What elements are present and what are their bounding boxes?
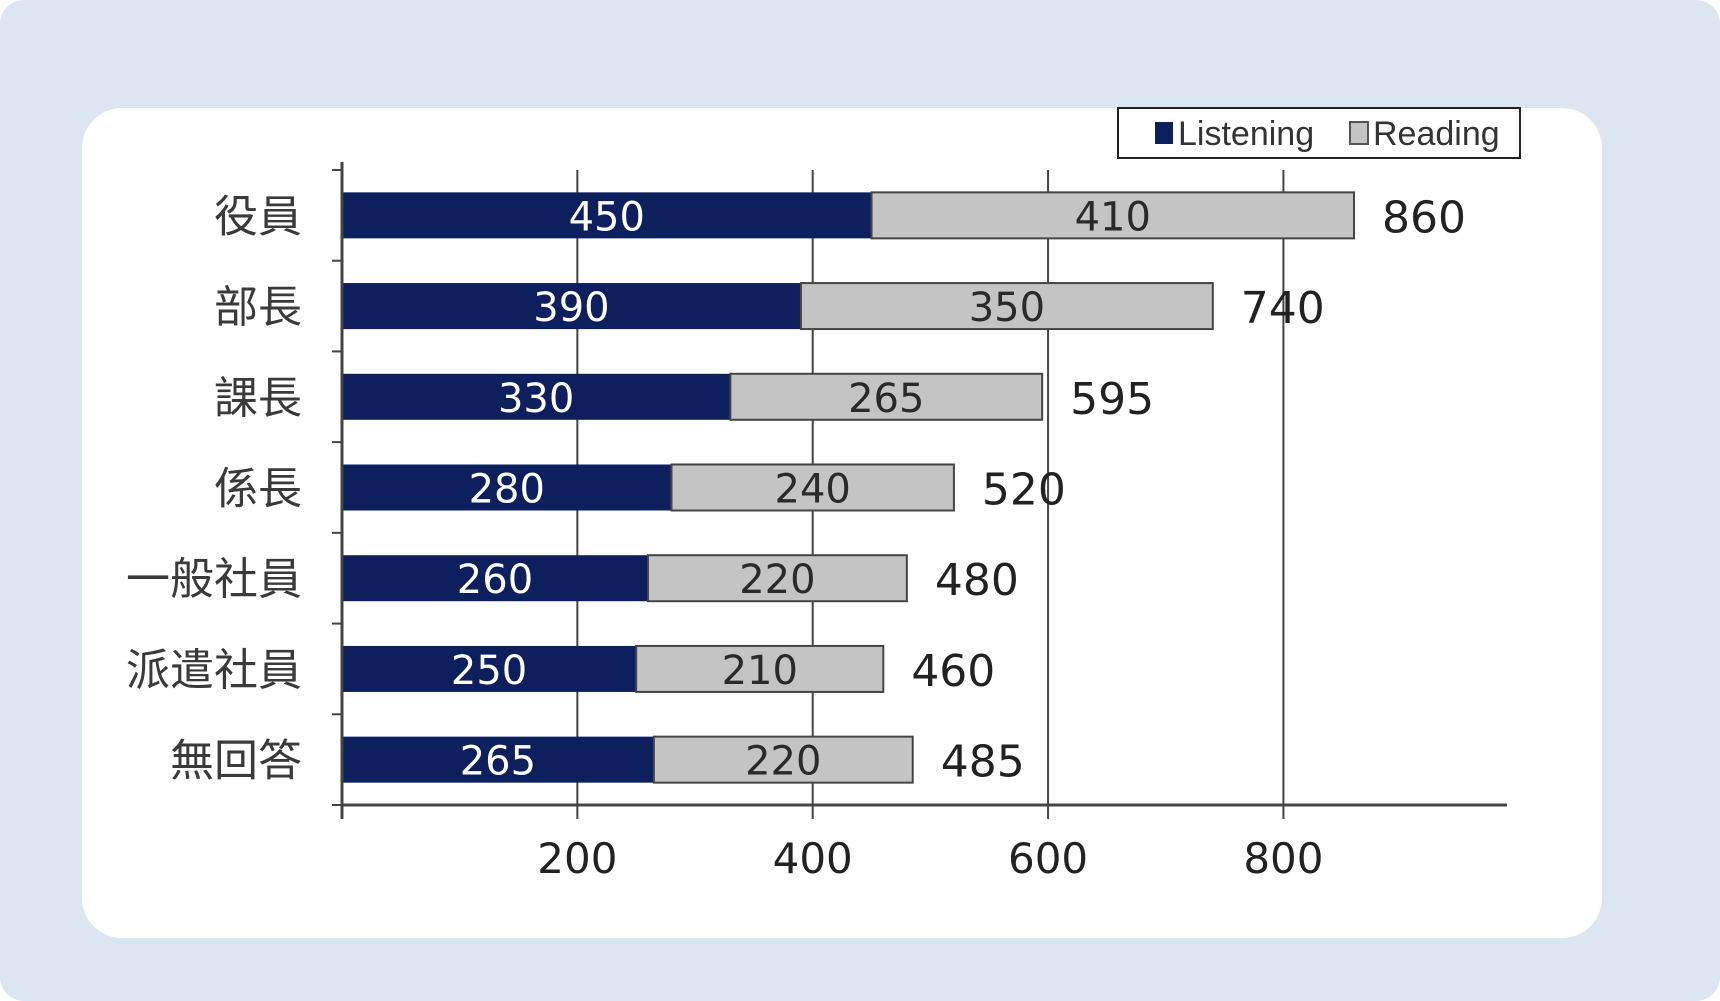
total-label: 595 bbox=[1070, 374, 1154, 425]
total-label: 520 bbox=[982, 465, 1066, 516]
bars bbox=[342, 191, 1356, 784]
bar-reading bbox=[635, 644, 885, 693]
data-label-reading: 350 bbox=[969, 285, 1045, 331]
bar-reading bbox=[646, 554, 908, 603]
data-label-reading: 240 bbox=[775, 467, 851, 513]
legend-label-reading: Reading bbox=[1373, 115, 1500, 153]
bar-listening bbox=[342, 283, 801, 330]
legend: Listening Reading bbox=[1117, 107, 1521, 159]
category-label: 係長 bbox=[214, 464, 302, 515]
data-label-reading: 265 bbox=[848, 376, 924, 422]
legend-box bbox=[1117, 107, 1521, 159]
x-tick-label: 400 bbox=[773, 834, 853, 883]
category-label: 課長 bbox=[214, 373, 302, 424]
x-tick-label: 200 bbox=[537, 834, 617, 883]
labels: 200 400 600 800 450 410 860 役員 390 350 740 部長 330 265… bbox=[126, 191, 1466, 883]
category-label: 無回答 bbox=[170, 736, 302, 787]
bar-reading bbox=[670, 463, 955, 512]
data-label-listening: 280 bbox=[469, 467, 545, 513]
category-label: 部長 bbox=[214, 282, 302, 333]
data-label-reading: 220 bbox=[739, 557, 815, 603]
total-label: 485 bbox=[941, 737, 1025, 788]
data-label-listening: 390 bbox=[533, 285, 609, 331]
bar-reading bbox=[652, 735, 914, 784]
legend-swatch-reading bbox=[1349, 121, 1369, 145]
legend-swatch-listening bbox=[1155, 122, 1173, 144]
bar-listening bbox=[342, 373, 731, 420]
bar-listening bbox=[342, 192, 872, 239]
total-label: 480 bbox=[935, 555, 1019, 606]
bar-reading bbox=[870, 191, 1356, 240]
total-label: 460 bbox=[911, 646, 995, 697]
category-label: 一般社員 bbox=[126, 554, 302, 605]
bar-reading bbox=[729, 372, 1044, 421]
bar-listening bbox=[342, 464, 672, 511]
data-label-reading: 410 bbox=[1075, 194, 1151, 240]
data-label-listening: 450 bbox=[569, 194, 645, 240]
axes bbox=[332, 162, 1507, 819]
category-label: 派遣社員 bbox=[126, 645, 302, 696]
data-label-listening: 250 bbox=[451, 648, 527, 694]
x-tick-label: 800 bbox=[1243, 834, 1323, 883]
data-label-reading: 220 bbox=[745, 739, 821, 785]
bar-listening bbox=[342, 736, 654, 783]
data-label-listening: 330 bbox=[498, 376, 574, 422]
total-label: 860 bbox=[1382, 192, 1466, 243]
total-label: 740 bbox=[1241, 283, 1325, 334]
x-tick-label: 600 bbox=[1008, 834, 1088, 883]
bar-listening bbox=[342, 645, 637, 692]
bar-reading bbox=[799, 282, 1214, 331]
bar-listening bbox=[342, 555, 648, 602]
data-label-listening: 265 bbox=[460, 739, 536, 785]
category-label: 役員 bbox=[214, 191, 302, 242]
data-label-listening: 260 bbox=[457, 557, 533, 603]
data-label-reading: 210 bbox=[722, 648, 798, 694]
legend-label-listening: Listening bbox=[1178, 115, 1314, 153]
